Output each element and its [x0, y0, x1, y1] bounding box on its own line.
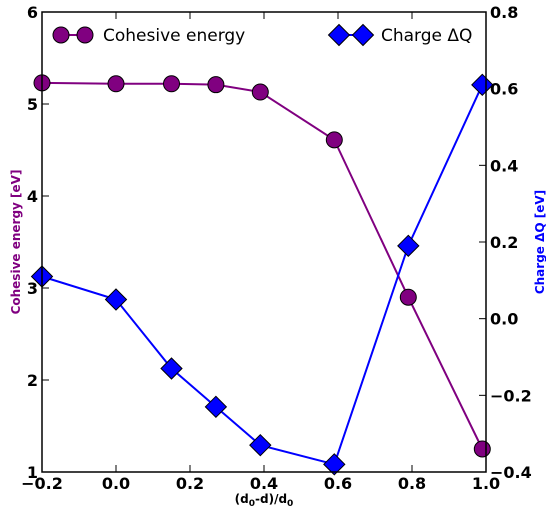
series-2-point [204, 395, 228, 419]
x-tick-label: 0.8 [398, 474, 426, 493]
x-tick-label: −0.2 [21, 474, 63, 493]
series-1-point [163, 75, 180, 93]
series-2-point [471, 73, 494, 97]
legend-entry-label: Cohesive energy [103, 26, 245, 46]
legend-entry-label: Charge ΔQ [381, 26, 472, 46]
left-tick-label: 1 [27, 463, 38, 482]
series-2-point [397, 234, 420, 258]
series-markers [30, 73, 494, 476]
left-tick-label: 2 [27, 371, 38, 390]
left-tick-label: 6 [27, 3, 38, 22]
series-1-point [207, 76, 225, 94]
series-line-2 [41, 84, 484, 466]
x-tick-label: 0.4 [250, 474, 278, 493]
series-1-point [399, 288, 417, 306]
right-tick-label: 0.2 [490, 233, 518, 252]
series-lines [41, 81, 484, 466]
legend: Cohesive energy Charge ΔQ [52, 23, 472, 47]
x-axis-label-part: (d [235, 492, 249, 506]
x-axis-label-sub: 0 [249, 499, 255, 509]
x-tick-label: 0.0 [102, 474, 130, 493]
right-tick-label: 0.8 [490, 3, 518, 22]
x-tick-label: 0.6 [324, 474, 352, 493]
x-tick-label: 1.0 [472, 474, 500, 493]
x-axis-label-part: -d)/d [255, 492, 287, 506]
series-1-point [325, 131, 343, 149]
legend-marker [351, 23, 375, 47]
series-2-point [160, 357, 183, 380]
left-tick-label: 5 [27, 95, 38, 114]
right-tick-label: −0.4 [490, 463, 532, 482]
x-axis-label: (d0-d)/d0 [235, 492, 294, 509]
left-axis-label: Cohesive energy [eV] [9, 170, 23, 315]
plot-frame [41, 11, 487, 473]
right-tick-label: 0.4 [490, 156, 518, 175]
series-1-point [473, 440, 491, 458]
series-2-point [323, 453, 346, 476]
series-line-1 [41, 81, 484, 450]
x-axis-label-sub: 0 [287, 499, 293, 509]
right-tick-label: 0.6 [490, 80, 518, 99]
right-axis-label: Charge ΔQ [eV] [533, 190, 546, 294]
series-2-point [249, 433, 272, 457]
legend-marker [76, 26, 94, 44]
left-tick-label: 4 [27, 187, 38, 206]
left-tick-label: 3 [27, 279, 38, 298]
series-1-point [251, 83, 269, 101]
tick-labels: −0.2 0.0 0.2 0.4 0.6 0.8 1.0 1 2 3 4 5 6 −0.4 −0.2 0.0 0… [21, 3, 532, 493]
right-tick-label: −0.2 [490, 386, 532, 405]
legend-marker [52, 26, 70, 44]
series-2-point [104, 288, 128, 311]
series-1-point [107, 75, 125, 93]
x-tick-label: 0.2 [176, 474, 204, 493]
right-tick-label: 0.0 [490, 310, 518, 329]
legend-marker [327, 23, 351, 47]
